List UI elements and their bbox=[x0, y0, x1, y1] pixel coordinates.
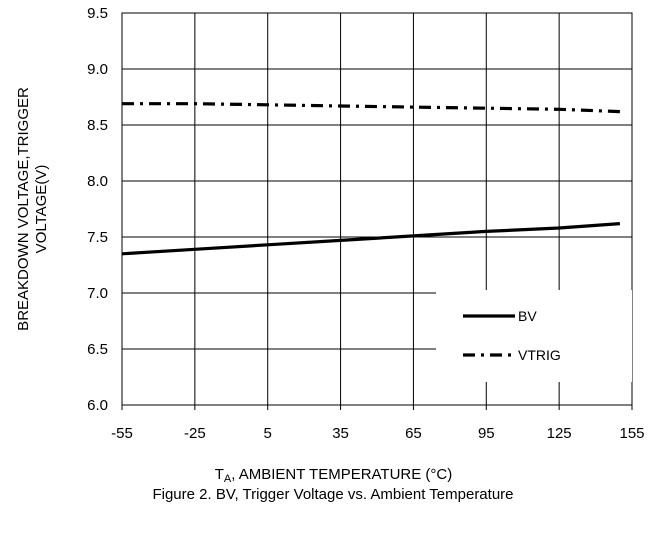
series-line-bv bbox=[121, 222, 621, 256]
x-tick-label: -25 bbox=[184, 425, 206, 442]
x-axis-title-subscript: A bbox=[223, 473, 232, 485]
x-tick-label: 95 bbox=[478, 425, 495, 442]
y-tick-label: 8.5 bbox=[87, 117, 108, 134]
x-tick-label: -55 bbox=[111, 425, 133, 442]
y-tick-label: 7.0 bbox=[87, 285, 108, 302]
y-axis-title-line2: VOLTAGE(V) bbox=[33, 165, 50, 254]
x-axis-title: TA, AMBIENT TEMPERATURE (°C) bbox=[0, 466, 667, 488]
x-tick-label: 35 bbox=[332, 425, 349, 442]
legend-label-vtrig: VTRIG bbox=[518, 347, 561, 363]
y-tick-labels: 6.0 6.5 7.0 7.5 8.0 8.5 9.0 9.5 bbox=[87, 5, 108, 414]
y-tick-label: 6.5 bbox=[87, 341, 108, 358]
series-line-vtrig bbox=[122, 102, 620, 114]
figure-caption: Figure 2. BV, Trigger Voltage vs. Ambien… bbox=[152, 486, 514, 503]
y-tick-label: 9.5 bbox=[87, 5, 108, 22]
y-tick-label: 9.0 bbox=[87, 61, 108, 78]
x-axis-title-text: , AMBIENT TEMPERATURE (°C) bbox=[231, 466, 453, 483]
x-axis-title-symbol: T bbox=[214, 466, 224, 483]
x-tick-label: 5 bbox=[264, 425, 272, 442]
series-lines bbox=[121, 102, 621, 256]
x-tick-labels: -55 -25 5 35 65 95 125 155 bbox=[111, 425, 644, 442]
y-tick-label: 6.0 bbox=[87, 397, 108, 414]
y-tick-label: 7.5 bbox=[87, 229, 108, 246]
y-axis-title-line1: BREAKDOWN VOLTAGE,TRIGGER bbox=[15, 87, 32, 331]
x-tick-label: 125 bbox=[547, 425, 572, 442]
y-axis-title: BREAKDOWN VOLTAGE,TRIGGER VOLTAGE(V) bbox=[15, 87, 50, 331]
legend-box bbox=[436, 290, 632, 382]
x-tick-label: 155 bbox=[619, 425, 644, 442]
legend: BV VTRIG bbox=[436, 290, 632, 382]
x-tick-label: 65 bbox=[405, 425, 422, 442]
legend-label-bv: BV bbox=[518, 308, 537, 324]
plot-area-frame bbox=[121, 12, 633, 406]
y-tick-label: 8.0 bbox=[87, 173, 108, 190]
